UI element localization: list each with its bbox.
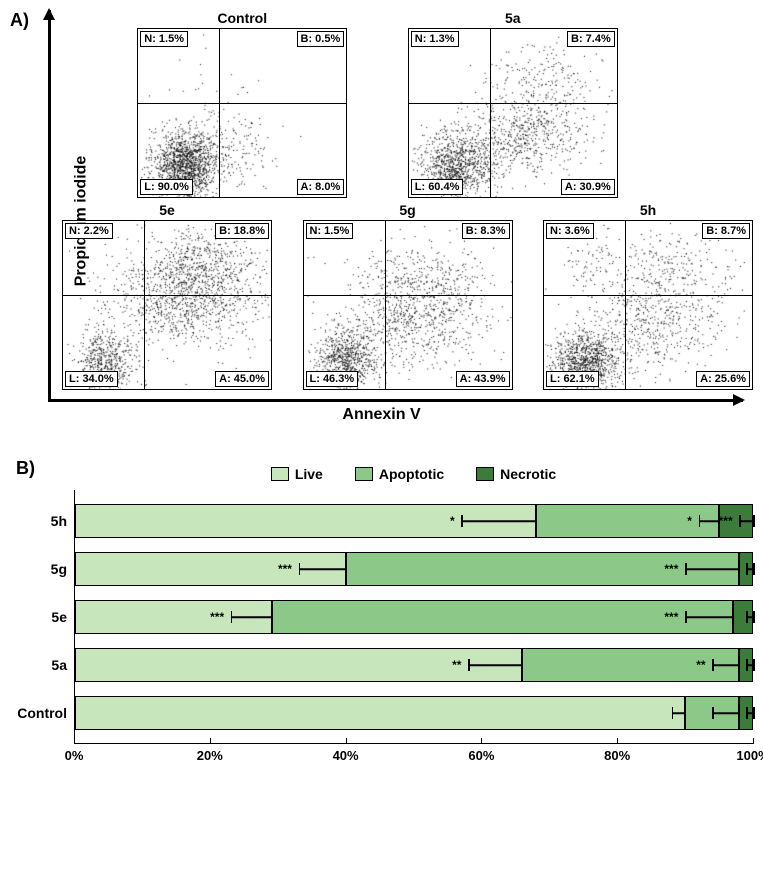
legend-swatch	[476, 467, 494, 481]
quadrant-b-label: B: 8.7%	[702, 223, 750, 239]
legend: Live Apoptotic Necrotic	[74, 466, 753, 482]
legend-item: Necrotic	[476, 466, 556, 482]
quadrant-a-label: A: 30.9%	[561, 179, 615, 195]
significance-marker: *	[450, 514, 455, 528]
bar-row: 5g******	[75, 552, 753, 586]
scatter-plot: 5eN: 2.2%B: 18.8%L: 34.0%A: 45.0%10-1100…	[62, 202, 272, 390]
quadrant-n-label: N: 1.5%	[140, 31, 188, 47]
legend-item: Live	[271, 466, 323, 482]
quadrant-n-label: N: 1.5%	[306, 223, 354, 239]
scatter-title: 5e	[159, 202, 175, 218]
x-tick-label: 0%	[65, 748, 84, 763]
legend-item: Apoptotic	[355, 466, 444, 482]
legend-swatch	[271, 467, 289, 481]
x-tick-label: 20%	[197, 748, 223, 763]
quadrant-l-label: L: 62.1%	[546, 371, 599, 387]
scatter-grid: ControlN: 1.5%B: 0.5%L: 90.0%A: 8.0%10-1…	[62, 10, 753, 390]
bar-segment-apoptotic	[346, 552, 739, 586]
quadrant-n-label: N: 2.2%	[65, 223, 113, 239]
quadrant-a-label: A: 43.9%	[456, 371, 510, 387]
panel-b-label: B)	[16, 458, 35, 479]
error-bar	[739, 520, 753, 522]
quadrant-b-label: B: 0.5%	[297, 31, 345, 47]
x-tick-label: 100%	[736, 748, 763, 763]
x-axis-arrow	[50, 399, 743, 402]
scatter-plot: ControlN: 1.5%B: 0.5%L: 90.0%A: 8.0%10-1…	[137, 10, 347, 198]
bar-row: 5e******	[75, 600, 753, 634]
quadrant-b-label: B: 8.3%	[462, 223, 510, 239]
significance-marker: ***	[210, 610, 224, 624]
quadrant-l-label: L: 34.0%	[65, 371, 118, 387]
bar-row: 5a****	[75, 648, 753, 682]
scatter-title: 5a	[505, 10, 521, 26]
bar-row: 5h*****	[75, 504, 753, 538]
scatter-plot: 5hN: 3.6%B: 8.7%L: 62.1%A: 25.6%10-11001…	[543, 202, 753, 390]
bar-category-label: 5a	[51, 657, 67, 673]
bar-row: Control	[75, 696, 753, 730]
stacked-bar-chart: 5h*****5g******5e******5a****Control	[74, 490, 753, 744]
significance-marker: *	[687, 514, 692, 528]
x-axis-ticks: 0%20%40%60%80%100%	[74, 744, 753, 768]
quadrant-a-label: A: 8.0%	[297, 179, 345, 195]
significance-marker: ***	[664, 562, 678, 576]
significance-marker: ***	[719, 514, 733, 528]
quadrant-n-label: N: 3.6%	[546, 223, 594, 239]
legend-label: Necrotic	[500, 466, 556, 482]
bar-category-label: 5e	[51, 609, 67, 625]
quadrant-n-label: N: 1.3%	[411, 31, 459, 47]
legend-swatch	[355, 467, 373, 481]
significance-marker: **	[452, 658, 461, 672]
quadrant-a-label: A: 25.6%	[696, 371, 750, 387]
scatter-plot: 5aN: 1.3%B: 7.4%L: 60.4%A: 30.9%10-11001…	[408, 10, 618, 198]
bar-category-label: 5g	[51, 561, 67, 577]
scatter-plot: 5gN: 1.5%B: 8.3%L: 46.3%A: 43.9%10-11001…	[303, 202, 513, 390]
legend-label: Apoptotic	[379, 466, 444, 482]
quadrant-l-label: L: 46.3%	[306, 371, 359, 387]
quadrant-l-label: L: 60.4%	[411, 179, 464, 195]
y-axis-arrow	[48, 10, 51, 402]
bar-segment-apoptotic	[522, 648, 739, 682]
scatter-title: 5h	[640, 202, 656, 218]
panel-a-label: A)	[10, 10, 29, 31]
bar-category-label: 5h	[51, 513, 67, 529]
quadrant-b-label: B: 7.4%	[567, 31, 615, 47]
x-tick-label: 80%	[604, 748, 630, 763]
panel-a: A) Propidium iodide ControlN: 1.5%B: 0.5…	[10, 10, 753, 432]
significance-marker: ***	[664, 610, 678, 624]
significance-marker: **	[696, 658, 705, 672]
bar-category-label: Control	[17, 705, 67, 721]
legend-label: Live	[295, 466, 323, 482]
x-tick-label: 40%	[333, 748, 359, 763]
scatter-title: Control	[217, 10, 267, 26]
panel-b: B) LiveApoptoticNecrotic 5h*****5g******…	[10, 462, 753, 768]
significance-marker: ***	[278, 562, 292, 576]
scatter-title: 5g	[399, 202, 415, 218]
quadrant-b-label: B: 18.8%	[215, 223, 269, 239]
x-tick-label: 60%	[468, 748, 494, 763]
bar-segment-live	[75, 696, 685, 730]
quadrant-l-label: L: 90.0%	[140, 179, 193, 195]
x-axis-label: Annexin V	[342, 406, 420, 424]
quadrant-a-label: A: 45.0%	[215, 371, 269, 387]
